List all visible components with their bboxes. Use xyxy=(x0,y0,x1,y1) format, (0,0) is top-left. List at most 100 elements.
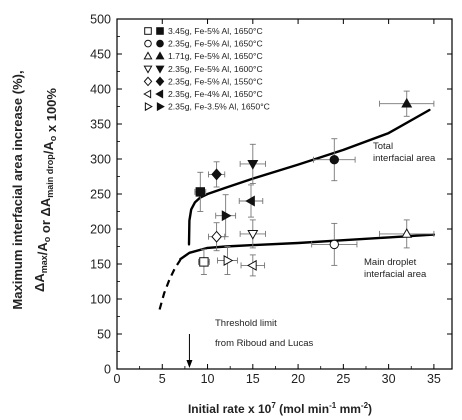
marker-square xyxy=(195,187,205,197)
legend-marker-open xyxy=(144,102,153,112)
x-axis-label: Initial rate x 107 (mol min-1 mm-2) xyxy=(188,401,372,416)
x-tick-label: 10 xyxy=(201,372,215,386)
legend-marker-open xyxy=(144,39,152,48)
y-tick-label: 200 xyxy=(90,223,111,237)
x-tick-label: 30 xyxy=(382,372,396,386)
y-axis-label-part: main drop xyxy=(45,154,55,198)
marker-triangle-up xyxy=(401,228,413,238)
y-tick-label: 500 xyxy=(90,13,111,27)
y-axis-label-line1: Maximum interfacial area increase (%), xyxy=(10,70,25,309)
y-axis-label-part: or ΔA xyxy=(38,197,53,237)
legend-label: 2.35g, Fe-5% Al, 1550°C xyxy=(168,76,263,86)
data-point xyxy=(239,219,266,249)
y-axis-label-part: o xyxy=(48,135,58,141)
legend-marker-open xyxy=(143,65,153,74)
data-point xyxy=(215,194,237,238)
legend-marker-open xyxy=(143,89,152,99)
x-tick-label: 5 xyxy=(159,372,166,386)
y-tick-label: 350 xyxy=(90,118,111,132)
curve-label-main-droplet: interfacial area xyxy=(364,269,427,280)
y-tick-label: 300 xyxy=(90,153,111,167)
legend-marker-open xyxy=(143,76,153,87)
x-axis-label-part: mm xyxy=(336,402,361,416)
data-point xyxy=(240,254,266,277)
y-axis-label-part: max xyxy=(39,255,49,273)
threshold-label: from Riboud and Lucas xyxy=(215,338,313,349)
x-tick-label: 0 xyxy=(114,372,121,386)
legend-marker-filled xyxy=(156,39,164,48)
fit-curve-total xyxy=(187,108,431,246)
y-tick-label: 450 xyxy=(90,48,111,62)
x-axis-label-part: Initial rate x 10 xyxy=(188,402,272,416)
data-point xyxy=(239,143,266,184)
y-tick-label: 50 xyxy=(97,328,111,342)
marker-triangle-down xyxy=(247,230,259,240)
marker-diamond xyxy=(211,168,222,181)
y-axis-label-part: o xyxy=(42,236,52,242)
data-point xyxy=(207,161,226,188)
legend-marker-filled xyxy=(155,51,165,60)
data-point xyxy=(313,138,356,182)
y-axis-label-part: ΔA xyxy=(32,273,47,292)
y-axis-label-part: /A xyxy=(41,141,56,155)
legend-label: 2.35g, Fe-5% Al, 1650°C xyxy=(168,39,263,49)
legend-marker-filled xyxy=(156,102,165,112)
plot-area: 0 5 10 15 20 25 30 3505010015020025030035040045… xyxy=(90,13,453,386)
legend-marker-open xyxy=(143,51,153,60)
marker-triangle-right xyxy=(223,255,234,266)
curve-label-total: interfacial area xyxy=(373,153,436,164)
marker-circle xyxy=(329,155,339,165)
legend-label: 3.45g, Fe-5% Al, 1650°C xyxy=(168,26,263,36)
y-tick-label: 400 xyxy=(90,83,111,97)
marker-circle xyxy=(329,239,339,250)
legend-marker-filled xyxy=(155,76,165,87)
y-axis-label: Maximum interfacial area increase (%), Δ… xyxy=(10,70,59,309)
y-axis-label-line2: ΔAmax/Ao or ΔAmain drop/Ao x 100% xyxy=(32,88,59,292)
y-tick-label: 0 xyxy=(104,363,111,377)
data-point xyxy=(238,184,264,218)
data-point xyxy=(379,219,435,249)
y-axis-label-part: /A xyxy=(35,242,50,256)
legend-label: 2.35g, Fe-5% Al, 1600°C xyxy=(168,64,263,74)
marker-triangle-left xyxy=(246,259,257,271)
x-axis-label-part: -2 xyxy=(361,401,369,410)
x-axis-label-part: (mol min xyxy=(276,402,329,416)
legend-label: 2.35g, Fe-3.5% Al, 1650°C xyxy=(168,102,270,112)
fit-curve-extension-dashed xyxy=(158,259,182,310)
marker-diamond xyxy=(211,230,222,243)
data-point xyxy=(311,222,358,266)
data-point xyxy=(217,246,238,275)
x-tick-label: 25 xyxy=(336,372,350,386)
legend-marker-filled xyxy=(155,65,165,74)
x-axis-label-part: -1 xyxy=(329,401,337,410)
x-tick-label: 20 xyxy=(291,372,305,386)
data-point xyxy=(379,90,435,117)
y-tick-label: 250 xyxy=(90,188,111,202)
x-tick-label: 15 xyxy=(246,372,260,386)
legend: 3.45g, Fe-5% Al, 1650°C 2.35g, Fe-5% Al, … xyxy=(143,26,270,112)
y-tick-label: 100 xyxy=(90,293,111,307)
x-tick-label: 35 xyxy=(427,372,441,386)
marker-triangle-down xyxy=(247,160,259,170)
legend-marker-filled xyxy=(156,27,164,35)
data-point xyxy=(207,222,226,252)
legend-label: 1.71g, Fe-5% Al, 1650°C xyxy=(168,51,263,61)
legend-marker-filled xyxy=(155,89,164,99)
threshold-arrow-head xyxy=(186,360,193,368)
threshold-label: Threshold limit xyxy=(215,318,277,329)
y-axis-label-part: x 100% xyxy=(44,88,59,136)
y-tick-label: 150 xyxy=(90,258,111,272)
marker-triangle-right xyxy=(221,210,232,222)
x-axis-label-part: 7 xyxy=(271,401,276,410)
curve-label-total: Total xyxy=(373,141,393,152)
legend-label: 2.35g, Fe-4% Al, 1650°C xyxy=(168,89,263,99)
marker-triangle-up xyxy=(401,97,413,108)
data-point xyxy=(194,171,207,212)
x-axis-label-part: ) xyxy=(368,402,372,416)
legend-marker-open xyxy=(144,27,152,35)
data-point xyxy=(198,248,210,275)
curve-label-main-droplet: Main droplet xyxy=(364,257,417,268)
marker-triangle-left xyxy=(245,195,255,207)
marker-square xyxy=(199,257,209,267)
